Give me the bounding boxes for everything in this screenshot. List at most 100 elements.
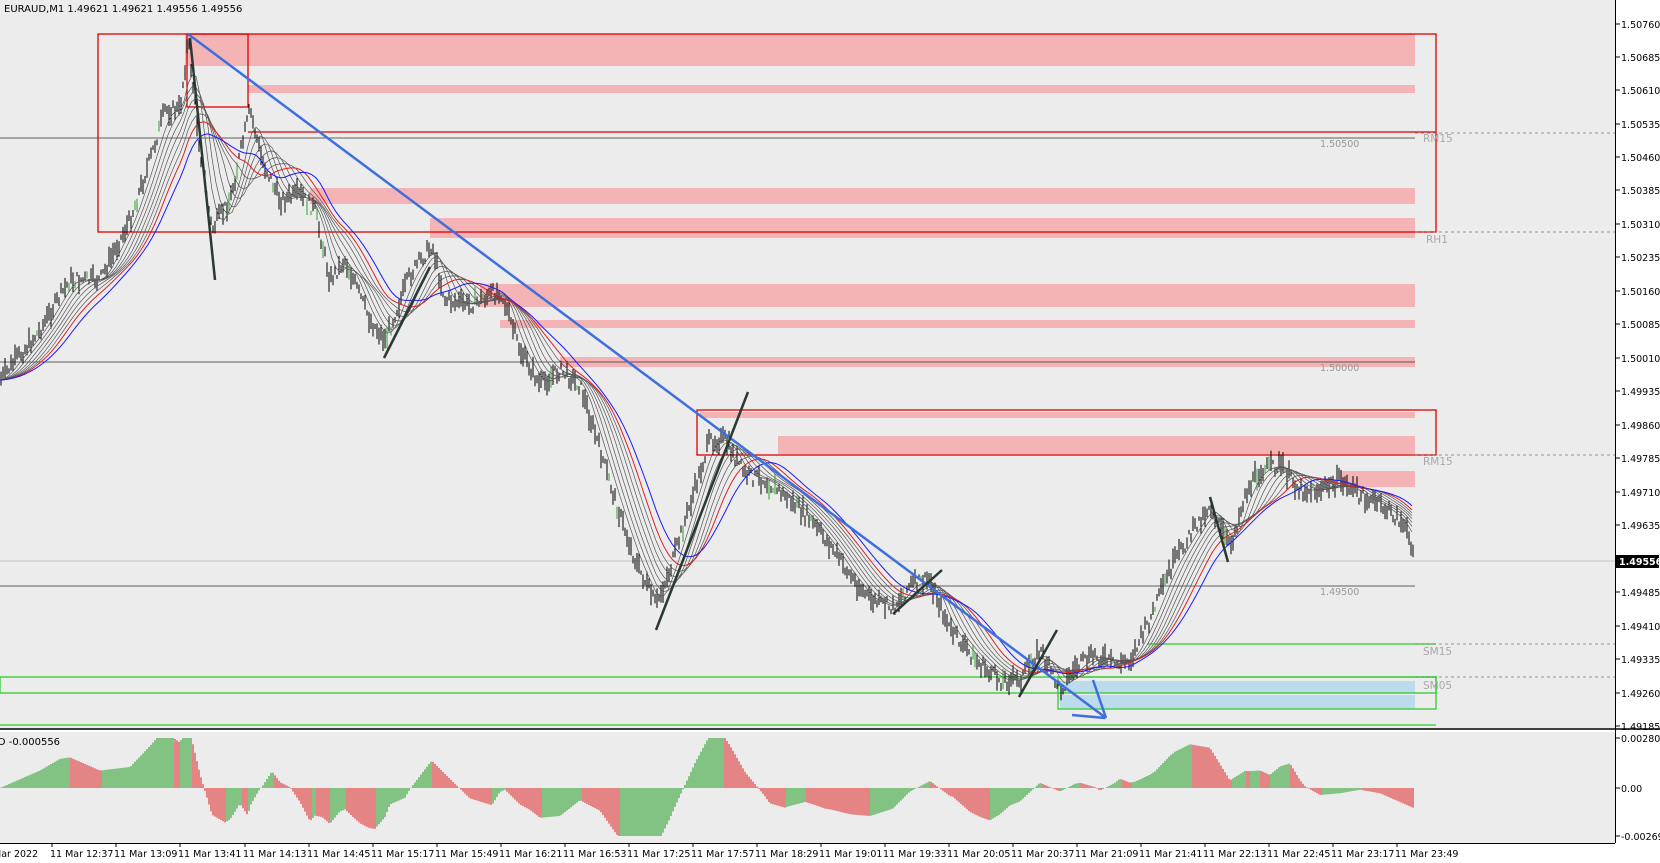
ao-axis[interactable]: 0.002806 0.00 -0.002694 (1615, 734, 1660, 843)
price-axis-label: 1.50460 (1621, 153, 1660, 164)
time-axis-label: 11 Mar 19:33 (883, 849, 946, 860)
moving-average-ribbon (0, 74, 1413, 684)
level-lines (0, 132, 1615, 678)
symbol-info: EURAUD,M1 1.49621 1.49621 1.49556 1.4955… (4, 4, 242, 15)
pattern-line[interactable] (1208, 496, 1230, 563)
price-axis-label: 1.50610 (1621, 86, 1660, 97)
supply-zone-fill (1340, 471, 1415, 487)
time-axis-label: 11 Mar 21:41 (1139, 849, 1202, 860)
supply-zone-fill (310, 188, 1415, 204)
supply-zone-fill (430, 218, 1415, 238)
price-axis-background (1615, 0, 1660, 843)
time-axis-label: 11 Mar 23:49 (1395, 849, 1458, 860)
time-axis-label: 11 Mar 14:13 (243, 849, 306, 860)
price-axis-label: 1.50310 (1621, 220, 1660, 231)
round-level-label: 1.50500 (1320, 139, 1359, 150)
supply-zone-fill (778, 436, 1415, 454)
supply-zone-fill (185, 34, 1415, 66)
time-axis-label: 11 Mar 16:21 (499, 849, 562, 860)
pivot-label-sm15: SM15 (1423, 646, 1452, 658)
pivot-label-rh1: RH1 (1426, 234, 1448, 246)
pattern-line[interactable] (1017, 629, 1059, 698)
demand-zones (0, 643, 1437, 726)
price-axis-label: 1.49410 (1621, 622, 1660, 633)
pivot-label-sm05: SM05 (1423, 680, 1452, 692)
price-axis-label: 1.50010 (1621, 354, 1660, 365)
price-axis-label: 1.49935 (1621, 387, 1660, 398)
round-level-label: 1.49500 (1320, 587, 1359, 598)
price-axis-label: 1.49260 (1621, 689, 1660, 700)
price-axis-label: 1.49335 (1621, 655, 1660, 666)
price-axis-label: 1.49635 (1621, 521, 1660, 532)
pattern-line[interactable] (892, 569, 943, 615)
time-axis-label: 11 Mar 12:37 (50, 849, 113, 860)
time-axis-label: 11 Mar 15:17 (371, 849, 434, 860)
supply-zone-fill (248, 85, 1415, 93)
price-axis-label: 1.49185 (1621, 722, 1660, 733)
time-axis-label: 11 Mar 19:01 (819, 849, 882, 860)
ao-axis-bottom: -0.002694 (1621, 832, 1660, 843)
price-axis-label: 1.50385 (1621, 186, 1660, 197)
price-axis-label: 1.50235 (1621, 253, 1660, 264)
supply-zone-box[interactable] (696, 409, 1437, 456)
time-axis-label: 11 Mar 20:05 (947, 849, 1010, 860)
price-axis[interactable]: 1.50760 1.50685 1.50610 1.50535 1.50460 1.503… (1615, 20, 1660, 733)
time-axis-label: 11 Mar 14:45 (307, 849, 370, 860)
downtrend-line[interactable] (1071, 713, 1106, 720)
time-axis-label: 11 Mar 18:29 (755, 849, 818, 860)
demand-zone-fill (1060, 681, 1415, 693)
price-axis-label: 1.50535 (1621, 120, 1660, 131)
time-axis-label: 11 Mar 17:25 (627, 849, 690, 860)
supply-zone-box[interactable] (186, 33, 249, 108)
time-axis-label: 11 Mar 13:41 (178, 849, 241, 860)
ma-line (0, 113, 1413, 675)
awesome-oscillator-histogram (0, 738, 1414, 836)
level-labels: 1.50500 1.50000 1.49500 RM15 RH1 RM15 SM… (1320, 133, 1453, 692)
ao-axis-zero: 0.00 (1621, 784, 1642, 795)
indicator-label: AO -0.000556 (0, 737, 60, 748)
time-axis-label: 11 Mar 20:37 (1011, 849, 1074, 860)
price-axis-label: 1.49785 (1621, 454, 1660, 465)
pattern-line[interactable] (188, 37, 217, 281)
supply-zone-fill (480, 284, 1415, 307)
downtrend-line[interactable] (187, 32, 1107, 720)
ma-line (0, 86, 1413, 681)
price-axis-label: 1.49860 (1621, 421, 1660, 432)
current-price-label: 1.49556 (1619, 557, 1660, 568)
price-axis-label: 1.50085 (1621, 320, 1660, 331)
pattern-lines (188, 37, 1230, 698)
price-axis-label: 1.50760 (1621, 20, 1660, 31)
ema-red-line (0, 121, 1413, 674)
ma-line (0, 105, 1413, 677)
supply-zone-fill (700, 412, 1415, 418)
round-level-label: 1.50000 (1320, 363, 1359, 374)
pattern-line[interactable] (654, 391, 750, 631)
time-axis-label: 11 Mar 21:09 (1075, 849, 1138, 860)
supply-zones (97, 33, 1437, 487)
price-axis-label: 1.49710 (1621, 488, 1660, 499)
time-axis-label: 11 Mar 22:45 (1267, 849, 1330, 860)
price-axis-label: 1.50685 (1621, 53, 1660, 64)
indicator-plot-background (0, 732, 1615, 843)
time-axis-label: 11 Mar 15:49 (435, 849, 498, 860)
time-axis-label: 11 Mar 13:09 (114, 849, 177, 860)
demand-zone-fill (1060, 695, 1415, 709)
supply-zone-fill (500, 320, 1415, 328)
current-price-tag (1616, 555, 1659, 568)
time-axis-background (0, 843, 1660, 863)
time-axis-label: 11 Mar 17:57 (691, 849, 754, 860)
downtrend-line[interactable] (1091, 679, 1108, 719)
time-axis-label: 11 Mar 23:17 (1331, 849, 1394, 860)
pattern-line[interactable] (382, 266, 432, 359)
ma-line (0, 98, 1413, 678)
demand-zone-box[interactable] (1057, 676, 1437, 710)
price-axis-label: 1.50160 (1621, 287, 1660, 298)
ema-blue-line (0, 133, 1413, 675)
ao-axis-top: 0.002806 (1621, 734, 1660, 745)
time-axis-label: 11 Mar 16:53 (563, 849, 626, 860)
price-axis-label: 1.49485 (1621, 588, 1660, 599)
pivot-label-rm15: RM15 (1423, 133, 1453, 145)
time-axis-label: Mar 2022 (0, 849, 38, 860)
